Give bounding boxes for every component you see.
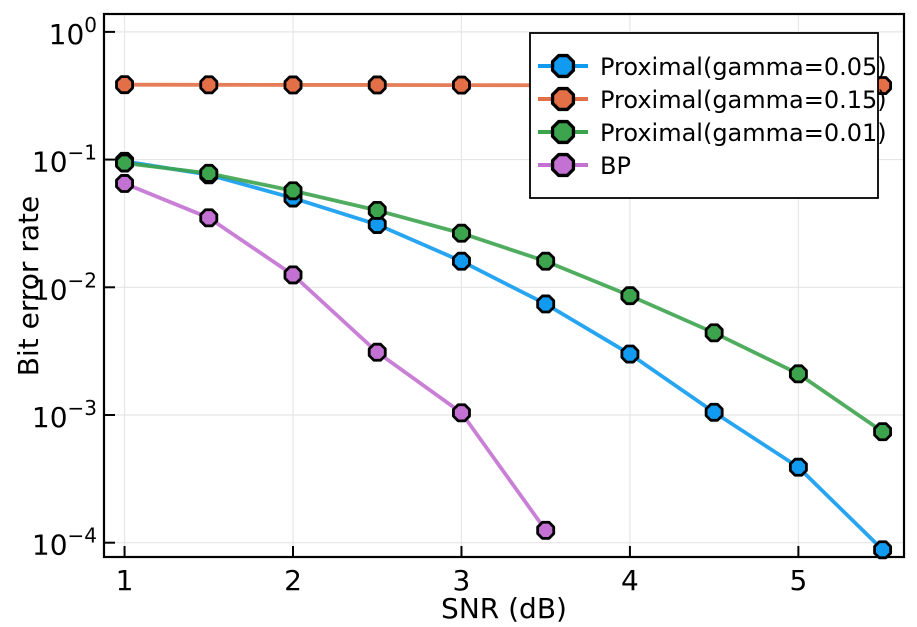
series-line-2 <box>122 161 885 434</box>
data-point-marker <box>367 342 387 362</box>
data-point-marker <box>283 181 303 201</box>
plot-frame <box>102 12 906 559</box>
data-point-marker <box>452 403 471 423</box>
x-tick-label: 4 <box>621 564 639 597</box>
x-tick-label: 1 <box>116 564 134 597</box>
data-point-marker <box>283 75 303 95</box>
legend-marker <box>550 152 576 178</box>
y-tick-label: 10−4 <box>32 524 97 562</box>
y-tick-label: 10−2 <box>32 268 97 306</box>
legend-box: Proximal(gamma=0.05) Proximal(gamma=0.15)… <box>529 32 887 199</box>
legend-frame <box>529 32 879 199</box>
data-point-marker <box>452 251 471 271</box>
data-point-marker <box>115 174 134 193</box>
x-axis-label: SNR (dB) <box>441 592 567 625</box>
data-point-marker <box>367 75 387 95</box>
data-point-marker <box>536 520 556 540</box>
data-point-marker <box>704 402 724 422</box>
series-line-3 <box>122 181 548 533</box>
series-line-0 <box>122 159 885 552</box>
x-tick-label: 3 <box>453 564 471 597</box>
y-tick-label: 100 <box>49 13 97 51</box>
legend-label-2: Proximal(gamma=0.01) <box>600 119 887 147</box>
data-point-marker <box>367 215 387 234</box>
data-point-marker <box>452 223 471 243</box>
data-point-marker <box>452 75 471 95</box>
data-point-marker <box>788 457 808 477</box>
data-point-marker <box>536 251 556 271</box>
data-point-marker <box>199 75 219 95</box>
data-point-marker <box>367 200 387 220</box>
y-tick-label: 10−1 <box>32 141 97 179</box>
legend-marker <box>550 119 576 145</box>
y-tick-label: 10−3 <box>32 396 97 434</box>
x-tick-label: 2 <box>284 564 302 597</box>
data-point-marker <box>536 294 556 314</box>
data-point-marker <box>115 153 134 173</box>
legend-marker <box>550 86 576 112</box>
data-point-marker <box>788 364 808 384</box>
legend-label-3: BP <box>600 152 631 180</box>
legend-marker <box>550 53 576 79</box>
data-point-marker <box>620 286 640 306</box>
axis-ticks: 1 2 3 4 5 100 10−1 10−2 10−3 10−4 <box>32 13 807 597</box>
data-point-marker <box>199 208 219 228</box>
data-point-marker <box>199 163 219 183</box>
data-point-marker <box>704 323 724 343</box>
gridlines <box>104 14 904 557</box>
data-point-marker <box>873 422 893 442</box>
legend-label-0: Proximal(gamma=0.05) <box>600 53 887 81</box>
data-point-marker <box>873 540 893 560</box>
data-point-marker <box>283 265 303 285</box>
data-point-marker <box>620 344 640 364</box>
legend-label-1: Proximal(gamma=0.15) <box>600 86 887 114</box>
y-axis-label: Bit error rate <box>12 196 45 376</box>
data-point-marker <box>115 75 134 95</box>
x-tick-label: 5 <box>789 564 807 597</box>
